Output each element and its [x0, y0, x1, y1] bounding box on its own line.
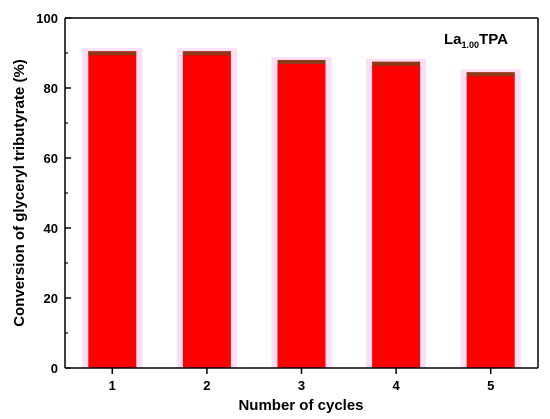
- annotation-suffix: TPA: [479, 31, 508, 48]
- bar: [466, 72, 515, 368]
- y-tick-label: 20: [44, 291, 58, 306]
- y-tick-label: 100: [36, 11, 58, 26]
- chart-annotation: La1.00TPA: [444, 31, 508, 50]
- bars-group: [82, 48, 521, 368]
- y-tick-label: 60: [44, 151, 58, 166]
- x-tick-label: 4: [392, 378, 400, 393]
- bar: [277, 60, 326, 368]
- x-tick-label: 2: [203, 378, 210, 393]
- x-tick-label: 3: [298, 378, 305, 393]
- bar: [182, 51, 231, 368]
- bar: [88, 51, 137, 368]
- bar-top-edge: [182, 51, 231, 56]
- y-ticks-group: 0 20 40 60 80 100: [36, 11, 71, 376]
- bar-top-edge: [466, 72, 515, 77]
- y-tick-label: 80: [44, 81, 58, 96]
- y-tick-label: 0: [51, 361, 58, 376]
- annotation-subscript: 1.00: [462, 40, 480, 50]
- x-tick-label: 5: [487, 378, 494, 393]
- bar-top-edge: [372, 61, 421, 66]
- x-tick-label: 1: [109, 378, 116, 393]
- bar: [372, 61, 421, 368]
- x-axis-label: Number of cycles: [238, 397, 363, 414]
- bar-top-edge: [277, 60, 326, 64]
- y-axis-label: Conversion of glyceryl tributyrate (%): [11, 59, 28, 327]
- bar-top-edge: [88, 51, 137, 56]
- x-ticks-group: 1 2 3 4 5: [109, 368, 494, 393]
- y-tick-label: 40: [44, 221, 58, 236]
